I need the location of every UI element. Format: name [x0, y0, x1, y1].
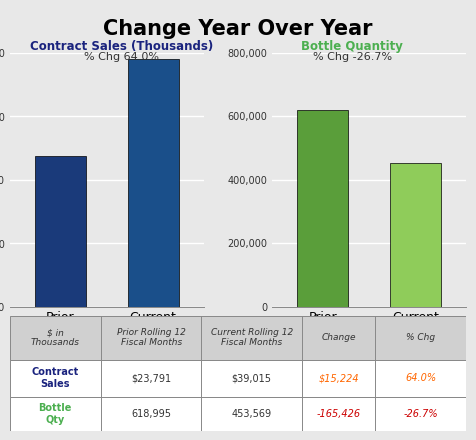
Text: $15,224: $15,224	[318, 373, 359, 383]
Text: Current Rolling 12
Fiscal Months: Current Rolling 12 Fiscal Months	[210, 328, 293, 348]
Text: Contract Sales (Thousands): Contract Sales (Thousands)	[30, 40, 213, 53]
Text: $ in
Thousands: $ in Thousands	[31, 328, 79, 348]
Bar	[390, 163, 441, 307]
Text: % Chg: % Chg	[406, 333, 436, 342]
Text: Change: Change	[321, 333, 356, 342]
Bar	[128, 59, 178, 307]
Text: $39,015: $39,015	[232, 373, 272, 383]
Text: Bottle
Qty: Bottle Qty	[39, 403, 72, 425]
Text: 453,569: 453,569	[232, 409, 272, 419]
Bar	[298, 110, 348, 307]
Text: -26.7%: -26.7%	[404, 409, 438, 419]
FancyBboxPatch shape	[10, 396, 466, 431]
Text: Contract
Sales: Contract Sales	[31, 367, 79, 389]
Text: 64.0%: 64.0%	[405, 373, 436, 383]
Text: -165,426: -165,426	[317, 409, 361, 419]
Text: % Chg -26.7%: % Chg -26.7%	[313, 52, 392, 62]
FancyBboxPatch shape	[10, 359, 466, 396]
Text: Change Year Over Year: Change Year Over Year	[103, 18, 373, 39]
Text: $23,791: $23,791	[131, 373, 171, 383]
Text: Bottle Quantity: Bottle Quantity	[301, 40, 403, 53]
Text: 618,995: 618,995	[131, 409, 171, 419]
Bar	[35, 156, 86, 307]
FancyBboxPatch shape	[10, 316, 466, 359]
Text: Prior Rolling 12
Fiscal Months: Prior Rolling 12 Fiscal Months	[117, 328, 186, 348]
Text: % Chg 64.0%: % Chg 64.0%	[84, 52, 159, 62]
